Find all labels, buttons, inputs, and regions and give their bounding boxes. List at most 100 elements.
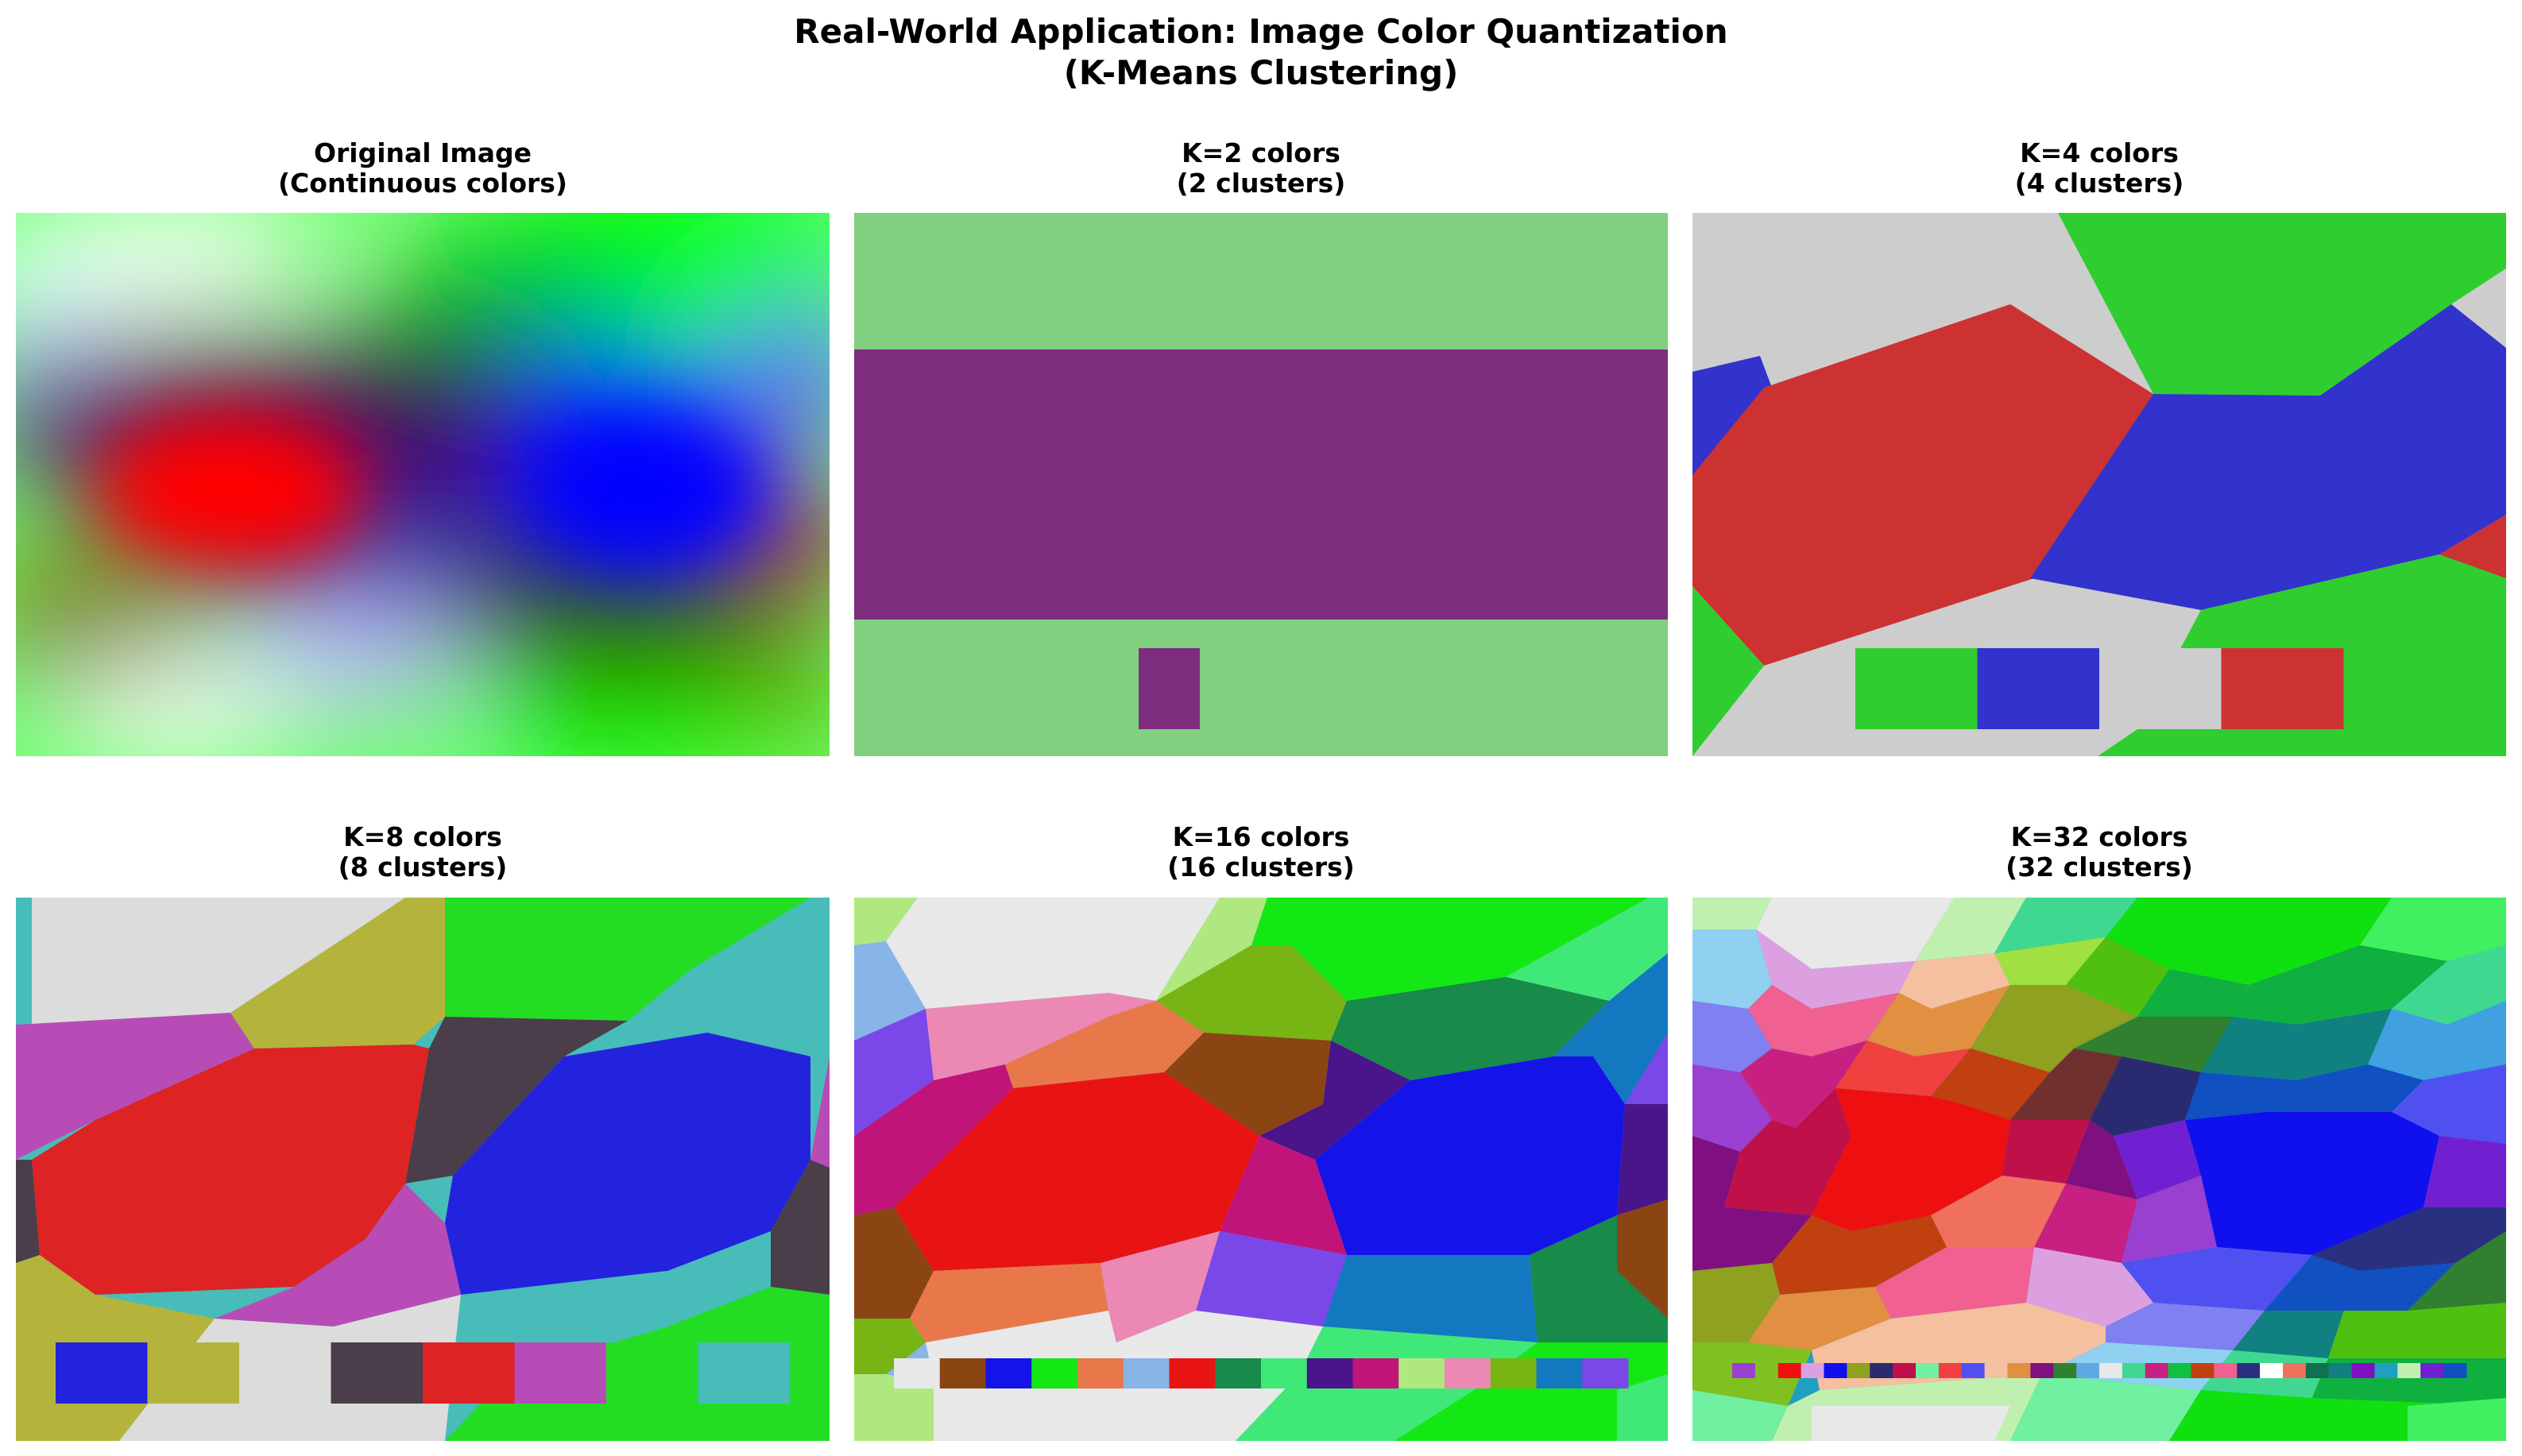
k32-region bbox=[2392, 1064, 2506, 1144]
k16-region bbox=[910, 1263, 1108, 1342]
k32-region bbox=[2066, 937, 2169, 1017]
k32-region bbox=[1692, 1390, 1788, 1441]
palette-swatch bbox=[1139, 648, 1201, 729]
k32-region bbox=[2185, 1112, 2439, 1255]
k32-panel bbox=[1692, 898, 2506, 1441]
k16-region bbox=[1530, 1215, 1668, 1342]
k32-region bbox=[1692, 1001, 1772, 1072]
k8-region bbox=[32, 1045, 429, 1295]
palette-swatch bbox=[698, 1342, 791, 1404]
k32-region bbox=[1748, 985, 1899, 1056]
k32-region bbox=[1748, 1287, 1891, 1350]
original-image-panel bbox=[16, 213, 830, 756]
k16-region bbox=[1506, 898, 1668, 1001]
palette-swatch bbox=[2397, 1363, 2421, 1378]
k32-region bbox=[2010, 1049, 2122, 1120]
k2-panel bbox=[854, 213, 1668, 756]
palette-swatch bbox=[56, 1342, 148, 1404]
k16-region bbox=[1005, 1001, 1204, 1088]
k16-region bbox=[1156, 945, 1347, 1041]
palette-swatch bbox=[1870, 1363, 1893, 1378]
k16-region bbox=[854, 898, 918, 945]
palette-swatch bbox=[2099, 648, 2222, 729]
k16-region bbox=[1196, 1231, 1347, 1327]
k32-region bbox=[2392, 945, 2506, 1025]
k32-region bbox=[2233, 1311, 2344, 1358]
k16-region bbox=[1331, 977, 1609, 1080]
k32-region bbox=[2423, 1136, 2506, 1207]
palette-swatch bbox=[2191, 1363, 2214, 1378]
palette-swatch bbox=[1398, 1358, 1445, 1388]
k32-region bbox=[2122, 1247, 2312, 1311]
palette-swatch bbox=[1984, 1363, 2009, 1378]
figure-title: Real-World Application: Image Color Quan… bbox=[0, 11, 2522, 94]
k4-region bbox=[2058, 213, 2506, 396]
palette-swatch bbox=[2007, 1363, 2031, 1378]
palette-swatch bbox=[1490, 1358, 1537, 1388]
k32-region bbox=[1915, 898, 2026, 961]
palette-swatch bbox=[1938, 1363, 1963, 1378]
panel-title-line2: (32 clusters) bbox=[2006, 852, 2193, 882]
palette-swatches bbox=[1139, 648, 1262, 729]
k8-panel bbox=[16, 898, 830, 1441]
k32-region bbox=[1835, 1041, 1971, 1096]
k8-region bbox=[215, 1184, 461, 1327]
k32-region bbox=[2066, 1120, 2137, 1199]
k4-panel bbox=[1692, 213, 2506, 756]
k32-region bbox=[2090, 1056, 2201, 1136]
palette-swatch bbox=[1893, 1363, 1917, 1378]
panel-title-line1: K=2 colors bbox=[1182, 137, 1340, 168]
k16-region bbox=[1156, 898, 1267, 1001]
k32-region bbox=[2106, 898, 2392, 985]
palette-swatch bbox=[1582, 1358, 1629, 1388]
palette-swatches bbox=[1732, 1363, 2467, 1378]
palette-swatch bbox=[939, 1358, 986, 1388]
panel-title-line1: Original Image bbox=[313, 137, 532, 168]
palette-swatch bbox=[1215, 1358, 1262, 1388]
palette-swatch bbox=[1031, 1358, 1078, 1388]
k16-region bbox=[854, 1064, 1013, 1215]
palette-swatch bbox=[1977, 648, 2100, 729]
k32-region bbox=[2137, 969, 2249, 1017]
palette-swatch bbox=[331, 1342, 424, 1404]
palette-swatch bbox=[2374, 1363, 2398, 1378]
k8-region bbox=[810, 1056, 830, 1168]
k32-region bbox=[2233, 945, 2447, 1025]
k8-region bbox=[445, 898, 810, 1021]
k16-region bbox=[1164, 1033, 1331, 1136]
palette-swatches bbox=[1855, 648, 2344, 729]
palette-swatch bbox=[1445, 1358, 1491, 1388]
palette-swatch bbox=[2420, 1363, 2444, 1378]
k8-image bbox=[16, 898, 830, 1441]
k32-region bbox=[1772, 1215, 1947, 1295]
k16-region bbox=[1617, 1104, 1668, 1215]
palette-swatch bbox=[423, 1342, 515, 1404]
k32-region bbox=[2122, 1176, 2217, 1263]
k8-region bbox=[405, 1017, 628, 1184]
panel-title-k32: K=32 colors (32 clusters) bbox=[1692, 822, 2506, 882]
k8-region bbox=[16, 1160, 40, 1263]
k32-region bbox=[1692, 1207, 1812, 1271]
k32-region bbox=[2408, 1398, 2506, 1441]
k32-region bbox=[2360, 898, 2506, 961]
k32-region bbox=[1994, 937, 2106, 985]
panel-title-k16: K=16 colors (16 clusters) bbox=[854, 822, 1668, 882]
palette-swatch bbox=[1306, 1358, 1353, 1388]
panel-title-line2: (4 clusters) bbox=[2014, 168, 2184, 199]
palette-swatch bbox=[985, 1358, 1032, 1388]
k8-region bbox=[32, 898, 405, 1025]
palette-swatch bbox=[1536, 1358, 1583, 1388]
k32-region bbox=[1692, 898, 1772, 929]
panel-title-line2: (Continuous colors) bbox=[277, 168, 568, 199]
k8-region bbox=[16, 1013, 254, 1160]
k32-region bbox=[1875, 1247, 2034, 1319]
k32-region bbox=[1971, 985, 2137, 1072]
palette-swatch bbox=[2237, 1363, 2261, 1378]
k16-region bbox=[854, 1319, 926, 1374]
k2-image bbox=[854, 213, 1668, 756]
panel-title-line1: K=16 colors bbox=[1172, 821, 1350, 852]
palette-swatch bbox=[2099, 1363, 2123, 1378]
k8-region bbox=[771, 1160, 830, 1295]
palette-swatch bbox=[1916, 1363, 1940, 1378]
k32-region bbox=[2328, 1303, 2506, 1358]
